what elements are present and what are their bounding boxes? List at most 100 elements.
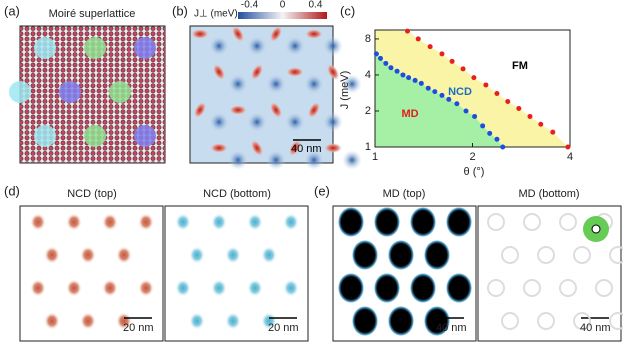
blob (285, 112, 305, 132)
spot (261, 246, 277, 264)
ring (595, 279, 613, 297)
spot (44, 312, 60, 330)
spot (102, 213, 118, 231)
blob (342, 150, 362, 170)
point (418, 80, 424, 86)
point (439, 51, 445, 57)
spot (116, 246, 132, 264)
blob (250, 63, 264, 81)
image-title: MD (bottom) (518, 188, 579, 200)
spot (338, 273, 364, 303)
spot (410, 207, 436, 237)
point (494, 90, 500, 96)
spot (374, 273, 400, 303)
blob (286, 67, 304, 77)
spot (116, 312, 132, 330)
blob (324, 143, 342, 153)
y-tick-label: 4 (365, 69, 371, 81)
blob (229, 105, 247, 115)
scale-bar-label: 40 nm (291, 143, 322, 155)
region-label: FM (512, 60, 528, 72)
spot (138, 279, 154, 297)
spot (138, 213, 154, 231)
domain (34, 37, 56, 59)
spot (189, 246, 205, 264)
blob (323, 112, 343, 132)
blob (326, 63, 340, 81)
spot (352, 240, 378, 270)
blob (304, 150, 324, 170)
blob (288, 139, 302, 157)
spot (283, 279, 299, 297)
spot (211, 279, 227, 297)
point (427, 44, 433, 50)
spot (338, 207, 364, 237)
x-tick-label: 2 (469, 151, 475, 163)
ring (523, 213, 541, 231)
y-axis-label: J (meV) (339, 71, 351, 110)
panel-labels: (a) Moiré superlattice (b) J⊥ (meV) 40 n… (4, 3, 611, 333)
domain (34, 125, 56, 147)
spot (446, 273, 472, 303)
blob (209, 112, 229, 132)
point (439, 92, 445, 98)
point (487, 130, 493, 136)
blob (323, 36, 343, 56)
point (383, 60, 389, 66)
point (527, 113, 533, 119)
point (483, 82, 489, 88)
spot (388, 306, 414, 336)
ring (573, 312, 591, 330)
spot (424, 240, 450, 270)
domain (109, 81, 131, 103)
domain (84, 37, 106, 59)
blob (285, 36, 305, 56)
spot (102, 279, 118, 297)
domain (84, 125, 106, 147)
point (405, 28, 411, 34)
ring (537, 312, 555, 330)
ring (559, 279, 577, 297)
blob (305, 29, 323, 39)
image-title: MD (top) (383, 188, 426, 200)
y-tick-label: 8 (365, 33, 371, 45)
spot (66, 213, 82, 231)
blob (231, 25, 245, 43)
point (373, 51, 379, 57)
colorbar-tick: 0.4 (309, 0, 323, 11)
point (565, 144, 571, 150)
spot (44, 246, 60, 264)
colorbar-tick: 0 (280, 0, 286, 11)
point (400, 72, 406, 78)
spot (410, 273, 436, 303)
point (516, 105, 522, 111)
spot (374, 207, 400, 237)
ring (609, 246, 623, 264)
blob (228, 74, 248, 94)
panel-title: Moiré superlattice (49, 8, 136, 20)
region-label: MD (401, 108, 418, 120)
point (463, 108, 469, 114)
spot (424, 306, 450, 336)
domain (134, 37, 156, 59)
panel-label: (c) (340, 3, 355, 18)
blob (266, 150, 286, 170)
scale-bar-label: 20 nm (268, 322, 299, 334)
blob (342, 74, 362, 94)
blob (209, 36, 229, 56)
spot (80, 246, 96, 264)
blob (193, 101, 207, 119)
point (378, 55, 384, 61)
panel-label: (d) (4, 183, 20, 198)
blob (228, 150, 248, 170)
ring (501, 312, 519, 330)
spot (247, 213, 263, 231)
point (412, 77, 418, 83)
point (538, 121, 544, 127)
scale-bar-label: 20 nm (123, 322, 154, 334)
point (406, 75, 412, 81)
ring (609, 312, 623, 330)
image-title: NCD (bottom) (203, 188, 271, 200)
blob (269, 25, 283, 43)
x-tick-label: 4 (567, 151, 573, 163)
